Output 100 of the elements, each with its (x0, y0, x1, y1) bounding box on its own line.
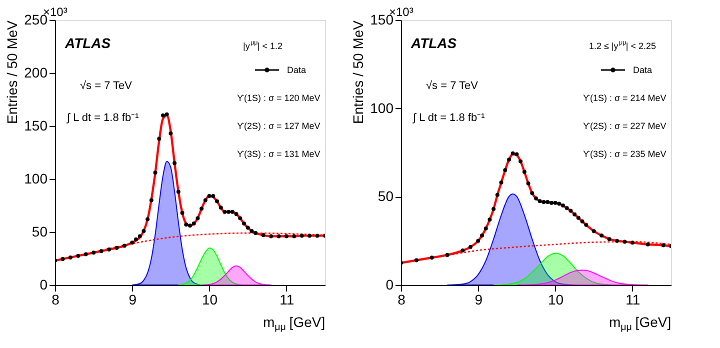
annotation: ϒ(2S) : σ = 127 MeV (237, 121, 320, 131)
point (153, 170, 158, 175)
point (250, 228, 254, 233)
annotation: ATLAS (64, 35, 112, 51)
point (218, 206, 223, 210)
point (122, 244, 126, 248)
point (480, 234, 484, 238)
point (557, 202, 562, 206)
point (60, 257, 65, 262)
point (607, 237, 612, 242)
point (254, 231, 258, 236)
point (542, 200, 546, 204)
point (164, 112, 169, 116)
point (234, 212, 238, 216)
point (242, 222, 246, 226)
point (499, 180, 504, 185)
point (308, 234, 312, 238)
point (568, 208, 573, 213)
point (207, 194, 212, 198)
point (476, 238, 480, 243)
y-tick-label: 0 (386, 276, 394, 292)
y-tick-label: 100 (24, 170, 48, 186)
point (261, 233, 266, 238)
y-tick-label: 0 (40, 276, 48, 292)
point (211, 194, 216, 198)
point (561, 204, 565, 208)
point (276, 234, 281, 238)
point (576, 216, 580, 220)
point (292, 234, 296, 238)
y-tick-label: 200 (24, 64, 48, 80)
point (68, 255, 72, 260)
x-tick-label: 10 (548, 292, 564, 308)
y-axis-title: Entries / 50 MeV (350, 20, 366, 124)
point (215, 199, 219, 204)
point (142, 228, 146, 233)
point (84, 252, 88, 256)
point (572, 212, 577, 216)
x-tick-label: 8 (398, 292, 406, 308)
point (526, 181, 530, 186)
point (172, 161, 177, 166)
point (300, 234, 304, 238)
point (188, 224, 192, 228)
annotation: ∫ L dt = 1.8 fb⁻¹ (412, 112, 486, 124)
annotation: ∫ L dt = 1.8 fb⁻¹ (66, 112, 140, 124)
point (284, 234, 288, 238)
point (538, 199, 542, 204)
point (192, 222, 196, 226)
point (522, 170, 526, 174)
point (99, 249, 104, 254)
point (238, 216, 242, 220)
point (226, 210, 231, 214)
point (646, 242, 650, 246)
point (180, 210, 184, 215)
x-tick-label: 11 (280, 292, 294, 308)
point (230, 210, 234, 214)
point (495, 192, 500, 197)
x-tick-label: 9 (128, 292, 137, 308)
point (430, 256, 434, 260)
point (168, 131, 173, 136)
x-tick-label: 9 (474, 292, 483, 308)
annotation: ϒ(1S) : σ = 214 MeV (583, 93, 666, 103)
point (114, 246, 119, 250)
annotation: ϒ(3S) : σ = 131 MeV (237, 149, 320, 159)
point (92, 250, 96, 255)
point (534, 196, 538, 200)
x-tick-label: 11 (626, 292, 640, 308)
point (107, 247, 111, 252)
point (222, 210, 227, 214)
point (315, 234, 320, 238)
point (149, 198, 154, 202)
point (460, 248, 465, 253)
annotation: ϒ(1S) : σ = 120 MeV (237, 93, 320, 103)
point (510, 151, 515, 156)
point (134, 237, 138, 242)
annotation: ϒ(3S) : σ = 235 MeV (583, 149, 666, 159)
point (468, 245, 472, 250)
point (630, 240, 634, 245)
point (507, 158, 511, 162)
point (580, 219, 584, 224)
legend-label: Data (287, 65, 306, 75)
y-tick-label: 50 (378, 188, 394, 204)
point (549, 200, 554, 205)
point (503, 168, 508, 172)
point (518, 159, 523, 164)
point (130, 240, 134, 245)
annotation: √s = 7 TeV (426, 80, 479, 92)
point (615, 238, 619, 243)
point (484, 226, 488, 230)
annotation: √s = 7 TeV (80, 80, 133, 92)
point (584, 222, 588, 227)
point (514, 152, 519, 156)
point (269, 234, 273, 238)
annotation: ATLAS (410, 35, 458, 51)
point (553, 200, 558, 205)
point (592, 229, 596, 234)
point (161, 113, 165, 118)
point (203, 198, 208, 202)
point (246, 226, 250, 230)
x-tick-label: 10 (202, 292, 218, 308)
point (157, 136, 162, 141)
